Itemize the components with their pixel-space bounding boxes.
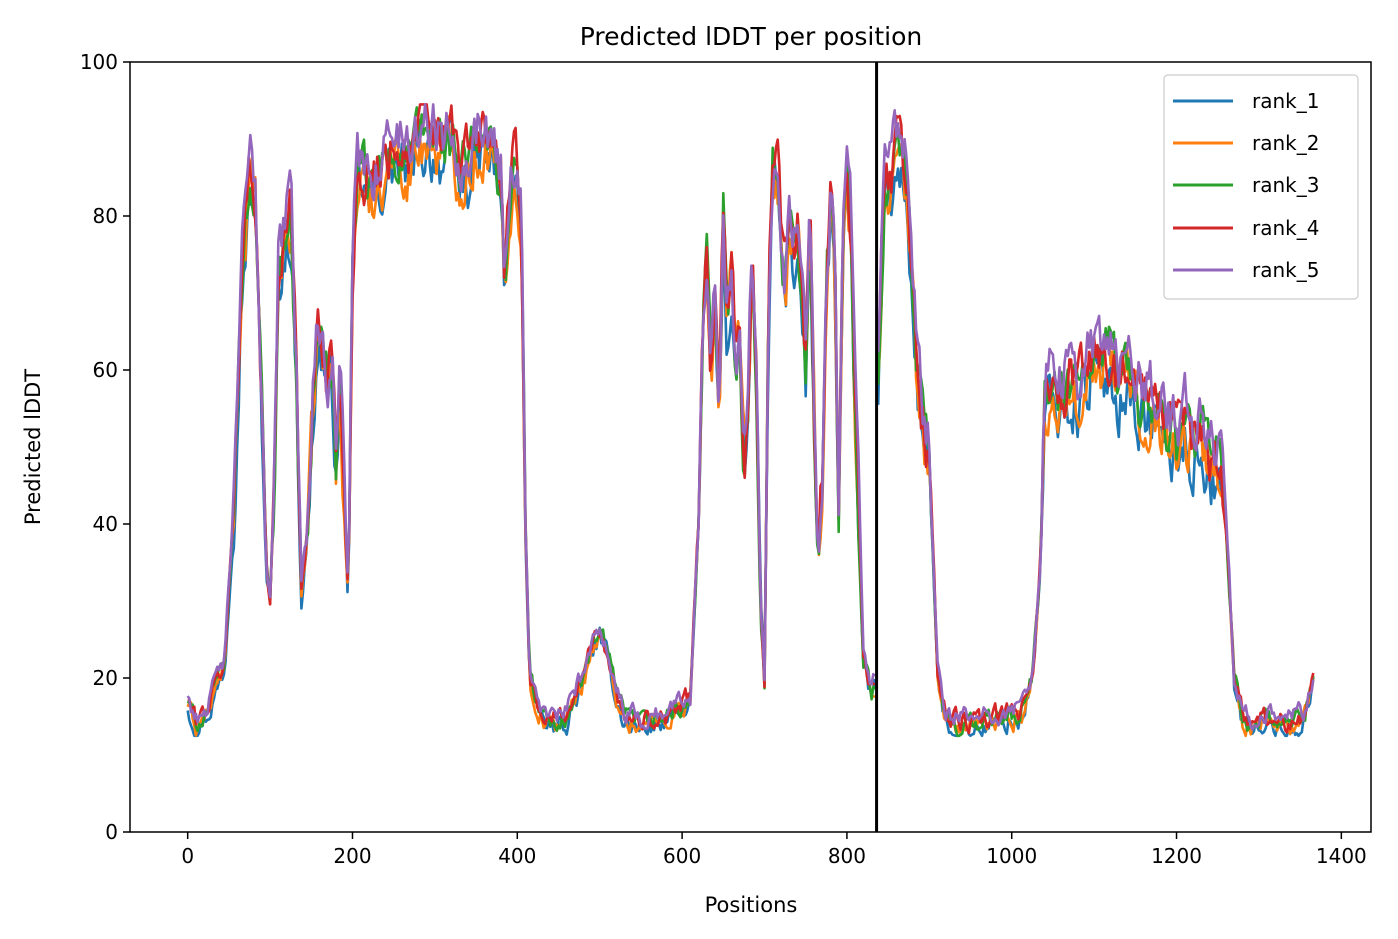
legend: rank_1 rank_2 rank_3 rank_4 rank_5 — [1163, 74, 1359, 300]
y-tick-label: 0 — [105, 820, 118, 844]
legend-label-rank_2: rank_2 — [1252, 131, 1319, 155]
y-tick-label: 20 — [93, 666, 118, 690]
series-line-rank_4 — [876, 114, 1315, 735]
x-tick-label: 1000 — [986, 844, 1037, 868]
legend-box — [1163, 74, 1359, 300]
legend-label-rank_3: rank_3 — [1252, 173, 1319, 197]
y-tick-label: 80 — [93, 204, 118, 228]
x-tick-label: 200 — [333, 844, 371, 868]
plot-frame — [129, 61, 1372, 833]
x-tick-label: 600 — [663, 844, 701, 868]
y-tick-label: 60 — [93, 358, 118, 382]
series-line-rank_5 — [876, 109, 1315, 731]
x-axis-label: Positions — [705, 893, 798, 917]
series-line-rank_5 — [186, 103, 876, 731]
x-tick-label: 1200 — [1151, 844, 1202, 868]
x-tick-label: 1400 — [1316, 844, 1367, 868]
legend-label-rank_5: rank_5 — [1252, 258, 1319, 282]
x-tick-label: 0 — [181, 844, 194, 868]
y-tick-label: 100 — [80, 50, 118, 74]
x-tick-label: 800 — [828, 844, 866, 868]
series-layer — [186, 103, 1315, 738]
x-axis: 0 200 400 600 800 1000 1200 1400 — [181, 832, 1367, 868]
y-axis: 0 20 40 60 80 100 — [80, 50, 130, 844]
legend-label-rank_1: rank_1 — [1252, 89, 1319, 113]
legend-label-rank_4: rank_4 — [1252, 216, 1319, 240]
y-tick-label: 40 — [93, 512, 118, 536]
y-axis-label: Predicted lDDT — [21, 369, 45, 525]
x-tick-label: 400 — [498, 844, 536, 868]
chart-title: Predicted lDDT per position — [580, 22, 922, 51]
